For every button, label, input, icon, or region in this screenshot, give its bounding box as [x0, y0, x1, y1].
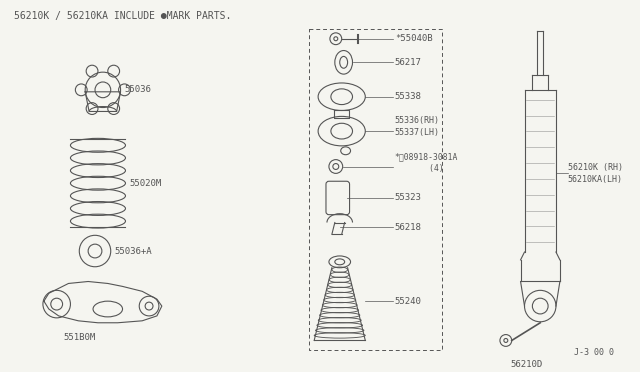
Text: 55036+A: 55036+A — [115, 247, 152, 256]
Text: J-3 00 0: J-3 00 0 — [574, 348, 614, 357]
Text: 56210K / 56210KA INCLUDE ●MARK PARTS.: 56210K / 56210KA INCLUDE ●MARK PARTS. — [15, 11, 232, 21]
Text: 55240: 55240 — [395, 296, 422, 306]
Text: 56218: 56218 — [395, 223, 422, 232]
Text: 56217: 56217 — [395, 58, 422, 67]
Text: 551B0M: 551B0M — [63, 333, 96, 341]
Text: 55336(RH)
55337(LH): 55336(RH) 55337(LH) — [395, 116, 440, 137]
Text: 56210D: 56210D — [511, 360, 543, 369]
Text: 56210K (RH)
56210KA(LH): 56210K (RH) 56210KA(LH) — [568, 163, 623, 184]
Text: 55020M: 55020M — [129, 179, 162, 188]
Text: *55040B: *55040B — [395, 34, 433, 43]
Text: *Ⓚ08918-3081A
       (4): *Ⓚ08918-3081A (4) — [395, 152, 458, 173]
Text: 55036: 55036 — [125, 85, 152, 94]
Text: 55323: 55323 — [395, 193, 422, 202]
Text: 55338: 55338 — [395, 92, 422, 101]
